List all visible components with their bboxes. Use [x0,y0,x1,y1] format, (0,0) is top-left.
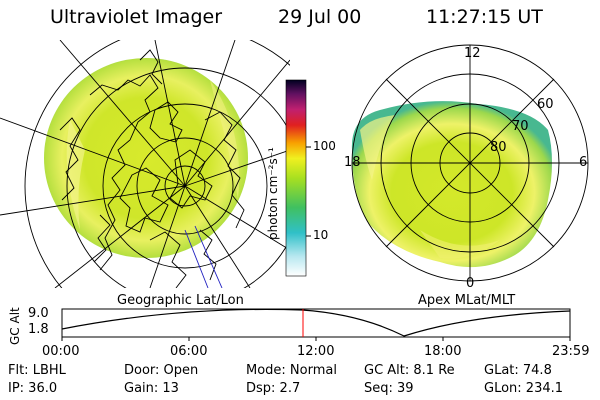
apex-map [351,44,589,282]
timeline-xtick-0600: 06:00 [170,344,208,359]
color-scale [285,79,311,277]
mlt-label-18: 18 [344,155,361,170]
lat-label-70: 70 [512,119,529,134]
timeline-xtick-0000: 00:00 [42,344,80,359]
door-info: Door: Open [124,363,199,378]
date-label: 29 Jul 00 [278,6,362,28]
gain-info: Gain: 13 [124,381,179,396]
timeline-xtick-2359: 23:59 [552,344,590,359]
colorbar-unit-label: photon cm⁻²s⁻¹ [266,147,280,240]
timeline-xtick-1800: 18:00 [424,344,462,359]
colorbar-tick-10: 10 [313,228,329,242]
bright-arc-right [210,80,240,200]
time-label: 11:27:15 UT [426,6,543,28]
lat-label-80: 80 [490,140,507,155]
glon-info: GLon: 234.1 [484,381,564,396]
coastlines [59,49,245,288]
timeline-ylabel: GC Alt [8,307,22,345]
timeline-ytick-bottom: 1.8 [28,322,49,337]
altitude-curve [61,308,571,337]
ip-info: IP: 36.0 [8,381,58,396]
terminator-lines [184,225,223,288]
mode-info: Mode: Normal [246,363,337,378]
seq-info: Seq: 39 [364,381,414,396]
filter-info: Flt: LBHL [8,363,66,378]
lat-label-60: 60 [537,97,554,112]
geographic-map [0,40,290,288]
colorbar-tick-100: 100 [313,139,336,153]
mlt-label-6: 6 [579,155,588,170]
glat-info: GLat: 74.8 [484,363,552,378]
mlt-label-0: 0 [466,276,475,291]
auroral-oval-right [351,101,552,268]
gc-alt-info: GC Alt: 8.1 Re [364,363,455,378]
dsp-info: Dsp: 2.7 [246,381,301,396]
apex-caption: Apex MLat/MLT [418,293,516,308]
altitude-timeline [61,308,571,341]
app-title: Ultraviolet Imager [50,6,223,28]
mlt-label-12: 12 [464,46,481,61]
geographic-caption: Geographic Lat/Lon [117,293,244,308]
timeline-xtick-1200: 12:00 [297,344,335,359]
timeline-ytick-top: 9.0 [28,306,49,321]
